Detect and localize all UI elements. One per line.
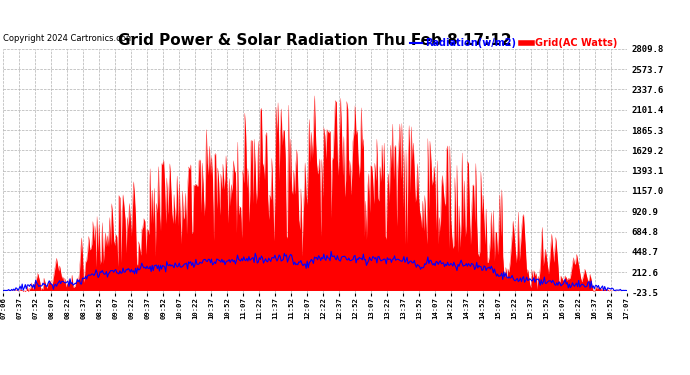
Text: Copyright 2024 Cartronics.com: Copyright 2024 Cartronics.com (3, 34, 135, 43)
Legend: Radiation(w/m2), Grid(AC Watts): Radiation(w/m2), Grid(AC Watts) (406, 34, 622, 52)
Title: Grid Power & Solar Radiation Thu Feb 8 17:12: Grid Power & Solar Radiation Thu Feb 8 1… (118, 33, 512, 48)
